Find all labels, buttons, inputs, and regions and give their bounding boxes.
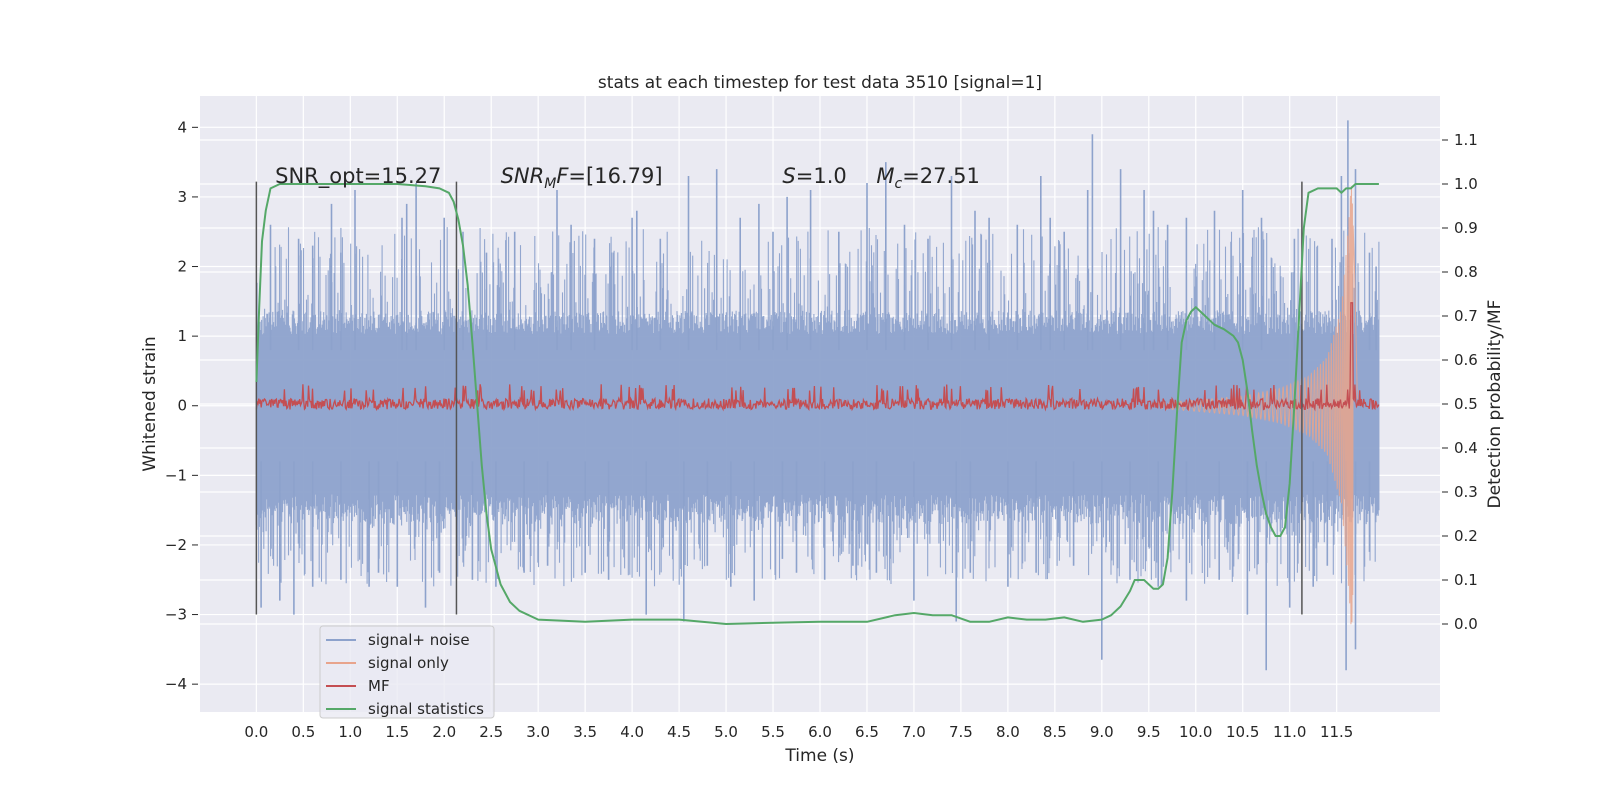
series-signal-only	[1157, 186, 1358, 625]
series-signal-statistics	[255, 183, 1379, 625]
y-right-tick-label: 0.7	[1454, 307, 1478, 325]
x-tick-label: 4.0	[620, 723, 644, 741]
legend-label-signal-statistics: signal statistics	[368, 700, 484, 718]
signal-noise-extremes	[260, 120, 1377, 671]
series-mf	[255, 302, 1380, 412]
legend-label-signal-noise: signal+ noise	[368, 631, 470, 649]
x-tick-label: 3.5	[573, 723, 597, 741]
y-right-tick-label: 0.0	[1454, 615, 1478, 633]
x-tick-label: 4.5	[667, 723, 691, 741]
x-tick-label: 8.5	[1043, 723, 1067, 741]
x-tick-label: 5.0	[714, 723, 738, 741]
y-right-tick-label: 0.2	[1454, 527, 1478, 545]
y-right-tick-label: 0.6	[1454, 351, 1478, 369]
x-tick-label: 8.0	[996, 723, 1020, 741]
y-left-tick-label: −4	[165, 675, 187, 693]
x-tick-label: 0.0	[244, 723, 268, 741]
x-tick-label: 9.0	[1090, 723, 1114, 741]
y-left-tick-label: 2	[177, 258, 187, 276]
y-right-tick-label: 0.5	[1454, 395, 1478, 413]
y-right-tick-label: 1.0	[1454, 175, 1478, 193]
annotation-text: SNR_opt=15.27	[275, 164, 441, 189]
mf-trace	[255, 302, 1380, 412]
x-tick-label: 3.0	[526, 723, 550, 741]
x-tick-label: 10.5	[1226, 723, 1259, 741]
legend-label-mf: MF	[368, 677, 390, 695]
legend-label-signal-only: signal only	[368, 654, 449, 672]
y-right-tick-label: 0.9	[1454, 219, 1478, 237]
x-tick-label: 2.0	[432, 723, 456, 741]
signal-statistics-line	[255, 183, 1379, 625]
tick-labels: 0.0 0.5 1.0 1.5 2.0 2.5 3.0 3.5 4.0 4.5 5.0 5.5 6.0 6…	[165, 118, 1478, 741]
y-right-tick-label: 1.1	[1454, 131, 1478, 149]
y-right-tick-label: 0.4	[1454, 439, 1478, 457]
x-tick-label: 6.5	[855, 723, 879, 741]
annotation-text: S=1.0	[782, 164, 846, 188]
y-axis-left-title: Whitened strain	[140, 336, 160, 471]
y-right-tick-label: 0.1	[1454, 571, 1478, 589]
x-tick-label: 5.5	[761, 723, 785, 741]
y-left-tick-label: 3	[177, 188, 187, 206]
x-tick-label: 11.0	[1273, 723, 1306, 741]
x-tick-label: 0.5	[291, 723, 315, 741]
x-tick-label: 2.5	[479, 723, 503, 741]
y-left-tick-label: −3	[165, 606, 187, 624]
y-left-tick-label: −2	[165, 536, 187, 554]
legend: signal+ noise signal only MF signal stat…	[319, 625, 495, 719]
annotations: SNR_opt=15.27 SNRMF=[16.79] S=1.0 Mc=27.51	[275, 164, 980, 192]
x-tick-label: 10.0	[1179, 723, 1212, 741]
chart-title: stats at each timestep for test data 351…	[598, 73, 1042, 93]
y-left-tick-label: 0	[177, 397, 187, 415]
y-left-tick-label: 4	[177, 118, 187, 136]
y-right-tick-label: 0.3	[1454, 483, 1478, 501]
annotation-text: Mc=27.51	[876, 164, 980, 192]
y-axis-right-title: Detection probability/MF	[1485, 300, 1505, 509]
annotation-text: SNRMF=[16.79]	[501, 164, 663, 192]
x-axis-title: Time (s)	[784, 746, 854, 766]
x-tick-label: 7.5	[949, 723, 973, 741]
y-left-tick-label: 1	[177, 327, 187, 345]
x-tick-label: 11.5	[1320, 723, 1353, 741]
x-tick-label: 9.5	[1137, 723, 1161, 741]
signal-only-trace	[1157, 186, 1358, 625]
x-tick-label: 1.0	[338, 723, 362, 741]
y-left-tick-label: −1	[165, 466, 187, 484]
x-tick-label: 7.0	[902, 723, 926, 741]
y-right-tick-label: 0.8	[1454, 263, 1478, 281]
x-tick-label: 6.0	[808, 723, 832, 741]
x-tick-label: 1.5	[385, 723, 409, 741]
legend-box	[319, 625, 495, 719]
